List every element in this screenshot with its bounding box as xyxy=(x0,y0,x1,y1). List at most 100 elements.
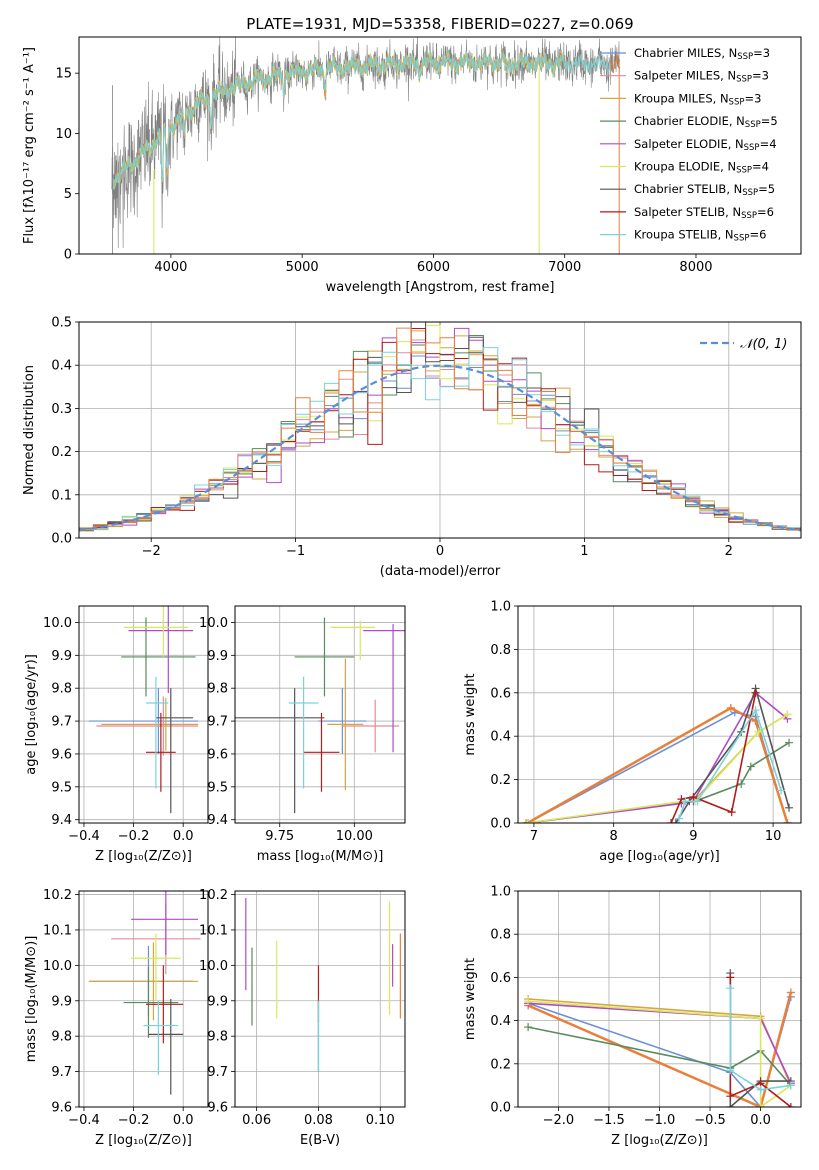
y-axis-label: mass [log₁₀(M/M⊙)] xyxy=(24,936,39,1063)
x-axis-label: Z [log₁₀(Z/Z⊙)] xyxy=(611,1133,708,1148)
x-tick-label: 8000 xyxy=(679,260,712,275)
weight-marker xyxy=(689,792,698,801)
y-tick-label: 10.1 xyxy=(43,923,72,938)
axes-frame xyxy=(78,321,802,539)
errorbar-point xyxy=(145,676,169,789)
weight-marker xyxy=(783,819,792,823)
weight-series-line xyxy=(527,742,790,823)
legend-sub: SSP xyxy=(745,120,761,130)
errorbars xyxy=(245,898,401,1072)
weight-marker xyxy=(777,786,786,795)
x-tick-label: 8 xyxy=(610,829,618,844)
y-axis-label: mass weight xyxy=(463,958,478,1040)
y-tick-label: 0.6 xyxy=(490,686,511,701)
errorbar-point xyxy=(131,933,181,1001)
weight-marker xyxy=(786,988,795,997)
x-tick-label: 6000 xyxy=(417,260,450,275)
y-tick-label: 10.0 xyxy=(199,959,228,974)
y-tick-label: 0.1 xyxy=(51,488,72,503)
y-tick-label: 0.2 xyxy=(51,445,72,460)
weight-marker xyxy=(521,819,530,823)
y-axis-label: age [log₁₀(age/yr)] xyxy=(24,654,39,775)
errorbar-point xyxy=(148,999,184,1095)
weight-lines xyxy=(524,969,795,1107)
x-tick-label: 0 xyxy=(436,544,444,559)
x-tick-label: 5000 xyxy=(286,260,319,275)
y-tick-label: 9.7 xyxy=(207,715,228,730)
legend-tail: =3 xyxy=(744,91,761,105)
x-tick-label: 4000 xyxy=(154,260,187,275)
y-tick-label: 9.7 xyxy=(51,715,72,730)
errorbar-point xyxy=(330,620,376,661)
weight-marker xyxy=(671,819,680,823)
weight-lines xyxy=(521,684,794,823)
weight-marker xyxy=(726,984,735,993)
y-tick-label: 9.7 xyxy=(207,1065,228,1080)
errorbars xyxy=(88,891,201,1095)
y-tick-label: 9.6 xyxy=(207,1101,228,1116)
x-tick-label: 2 xyxy=(725,544,733,559)
y-tick-label: 0.0 xyxy=(490,1101,511,1116)
weight-marker xyxy=(667,819,676,823)
errorbar-point xyxy=(123,967,179,1038)
y-tick-label: 0 xyxy=(64,248,72,263)
legend-tail: =5 xyxy=(758,182,775,196)
y-tick-label: 0.2 xyxy=(490,773,511,788)
axes-frame xyxy=(517,890,802,1108)
legend-tail: =3 xyxy=(753,46,770,60)
x-tick-label: −1 xyxy=(286,544,305,559)
axes-frame xyxy=(234,890,406,1108)
legend-label: Chabrier STELIB, N xyxy=(634,182,742,196)
y-axis-label: Flux [fλ10⁻¹⁷ erg cm⁻² s⁻¹ A⁻¹] xyxy=(22,47,37,244)
y-tick-label: 9.9 xyxy=(51,649,72,664)
x-axis-label: Z [log₁₀(Z/Z⊙)] xyxy=(95,1133,192,1148)
axes-mass_vs_Z: −0.4 −0.2 0.0 9.6 9.7 9.8 9.9 10.0 10.1 10.2 Z [lo… xyxy=(24,888,209,1148)
legend-sub: SSP xyxy=(736,75,752,85)
y-tick-label: 9.8 xyxy=(207,1030,228,1045)
weight-marker xyxy=(756,1085,765,1094)
legend-label: Chabrier ELODIE, N xyxy=(634,114,745,128)
legend-label: Salpeter STELIB, N xyxy=(634,205,741,219)
weight-marker xyxy=(726,703,735,712)
x-axis-label: mass [log₁₀(M/M⊙)] xyxy=(257,849,384,864)
legend-label: Kroupa STELIB, N xyxy=(634,228,734,242)
weight-series-line xyxy=(729,988,792,1091)
y-tick-label: 10.0 xyxy=(43,959,72,974)
y-tick-label: 9.4 xyxy=(207,813,228,828)
axes-residuals: −2 −1 0 1 2 0.0 0.1 0.2 0.3 0.4 0.5 (data-model)/er… xyxy=(22,316,802,579)
errorbar-point xyxy=(235,688,325,814)
legend-entry: Salpeter MILES, NSSP=3 xyxy=(634,69,769,85)
errorbar-point xyxy=(363,624,405,753)
y-tick-label: 9.8 xyxy=(51,682,72,697)
x-axis-label: E(B-V) xyxy=(300,1133,340,1148)
y-tick-label: 0.0 xyxy=(490,817,511,832)
axes-age_vs_Z: −0.4 −0.2 0.0 9.4 9.5 9.6 9.7 9.8 9.9 10.0 Z [log₁… xyxy=(24,605,209,864)
x-tick-label: 9.75 xyxy=(265,829,294,844)
y-tick-label: 0.5 xyxy=(51,316,72,331)
errorbar-point xyxy=(288,676,319,789)
y-tick-label: 9.8 xyxy=(207,682,228,697)
weight-marker xyxy=(726,973,735,982)
x-tick-label: 10 xyxy=(765,829,782,844)
errorbar-point xyxy=(121,617,196,697)
weight-marker xyxy=(726,1066,735,1075)
x-tick-label: 0.06 xyxy=(242,1113,271,1128)
weight-series-line xyxy=(527,1026,792,1086)
y-tick-label: 9.5 xyxy=(207,780,228,795)
legend-entry: Chabrier ELODIE, NSSP=5 xyxy=(634,114,778,130)
legend-sub: SSP xyxy=(734,234,750,244)
y-tick-label: 9.5 xyxy=(51,780,72,795)
weight-marker xyxy=(786,1081,795,1090)
errorbar-point xyxy=(143,1000,179,1076)
legend-label: Kroupa ELODIE, N xyxy=(634,160,736,174)
x-tick-label: −0.2 xyxy=(118,1113,150,1128)
errorbar-point xyxy=(123,606,189,657)
errorbar-point xyxy=(101,698,199,751)
weight-marker xyxy=(756,1103,765,1107)
y-tick-label: 10.0 xyxy=(43,616,72,631)
y-tick-label: 0.6 xyxy=(490,971,511,986)
y-tick-label: 0.3 xyxy=(51,402,72,417)
weight-marker xyxy=(693,797,702,806)
weight-marker xyxy=(726,1092,735,1101)
